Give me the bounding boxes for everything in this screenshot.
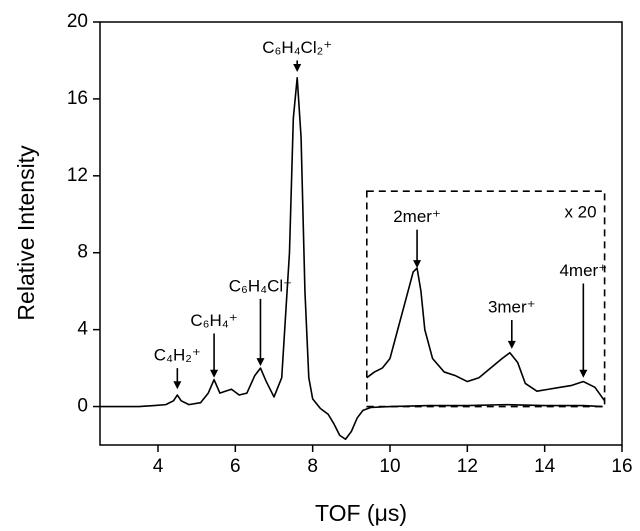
inset-label: x 20 <box>564 203 596 222</box>
data-line <box>366 267 606 402</box>
inset-box <box>365 190 606 408</box>
annotation-label: C₆H₄Cl₂⁺ <box>262 38 332 57</box>
arrow-head <box>293 63 302 72</box>
x-tick-label: 4 <box>153 456 164 477</box>
annotation-label: C₆H₄Cl⁺ <box>229 276 292 295</box>
y-tick-label: 0 <box>77 396 88 417</box>
y-tick-label: 4 <box>77 319 88 340</box>
x-tick-label: 12 <box>457 456 478 477</box>
annotation-label: C₄H₂⁺ <box>154 346 201 365</box>
y-tick-label: 16 <box>67 88 88 109</box>
arrow-head <box>173 381 182 390</box>
y-tick-label: 20 <box>67 11 88 32</box>
annotation-label: C₆H₄⁺ <box>190 311 237 330</box>
y-tick-label: 8 <box>77 242 88 263</box>
x-tick-label: 8 <box>307 456 318 477</box>
x-tick-label: 14 <box>534 456 556 477</box>
annotation-label: 3mer⁺ <box>488 298 536 317</box>
annotation-label: 4mer⁺ <box>559 261 607 280</box>
y-axis-label: Relative Intensity <box>13 145 39 321</box>
arrow-head <box>256 358 265 367</box>
x-tick-label: 10 <box>379 456 400 477</box>
data-line <box>100 76 603 441</box>
plot-frame <box>99 21 623 446</box>
annotation-label: 2mer⁺ <box>393 207 441 226</box>
x-tick-label: 6 <box>230 456 241 477</box>
x-axis-label: TOF (μs) <box>315 500 407 526</box>
arrow-head <box>579 369 588 378</box>
arrow-head <box>210 369 219 378</box>
arrow-head <box>413 260 422 269</box>
arrow-head <box>507 340 516 349</box>
x-tick-label: 16 <box>611 456 632 477</box>
y-tick-label: 12 <box>67 165 88 186</box>
